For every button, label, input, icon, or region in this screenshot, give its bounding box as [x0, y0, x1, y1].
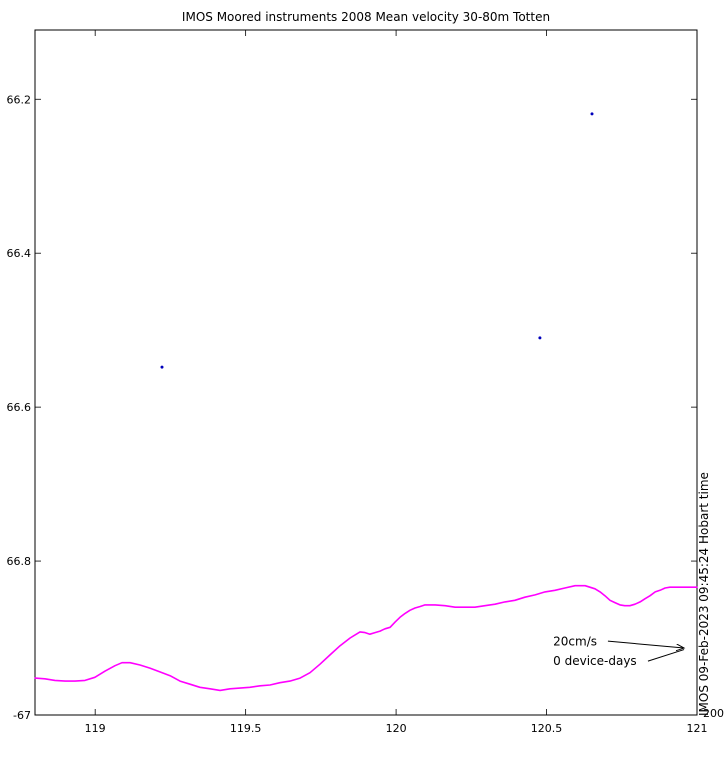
y-tick-label: 66.8: [7, 555, 32, 568]
contour-depth-label: 200: [703, 707, 724, 720]
coastline-path: [34, 584, 698, 692]
y-tick-label: 66.6: [7, 401, 32, 414]
legend-device-days-label: 0 device-days: [553, 654, 637, 668]
y-tick-label: 66.2: [7, 93, 32, 106]
x-tick-label: 119.5: [230, 722, 262, 735]
legend-scale-arrow: [607, 640, 684, 648]
mooring-dot: [590, 112, 594, 116]
mooring-dot: [160, 365, 164, 369]
chart-render-root: 119 119.5 120 120.5 121 66.2 66.4 66.6 66.8 -67 20…: [7, 29, 708, 735]
plot-border: [34, 29, 698, 716]
legend-arrow-lower-line: [647, 649, 685, 662]
x-tick-label: 119: [85, 722, 106, 735]
chart-title: IMOS Moored instruments 2008 Mean veloci…: [182, 10, 550, 24]
x-tick-label: 120.5: [531, 722, 563, 735]
mooring-dot: [538, 336, 542, 340]
legend-scale-label: 20cm/s: [553, 635, 597, 649]
x-tick-label: 120: [386, 722, 407, 735]
x-tick-label: 121: [687, 722, 708, 735]
timestamp-sidenote: IMOS 09-Feb-2023 09:45:24 Hobart time: [697, 472, 711, 716]
y-tick-label: -67: [13, 709, 31, 722]
y-tick-label: 66.4: [7, 247, 32, 260]
